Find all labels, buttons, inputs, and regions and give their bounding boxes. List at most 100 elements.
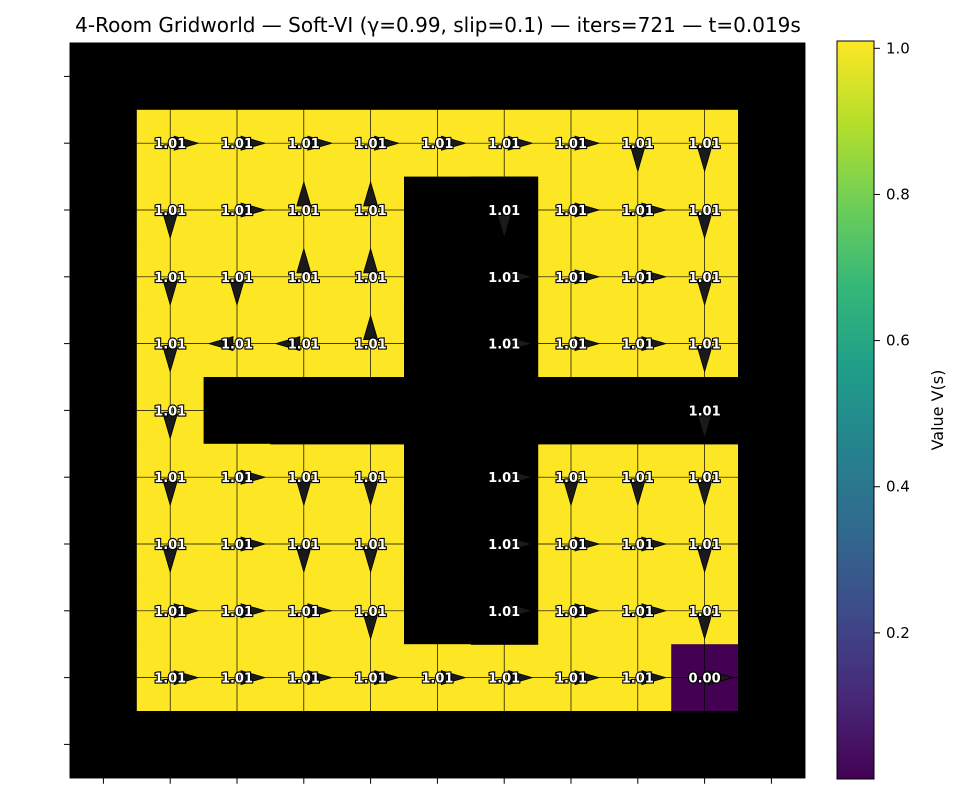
wall-cell [738, 176, 806, 244]
value-label: 1.01 [421, 137, 453, 152]
value-label: 1.01 [355, 204, 387, 219]
wall-cell [337, 43, 405, 111]
policy-arrow-R [574, 135, 601, 151]
value-label: 1.01 [154, 137, 186, 152]
value-label: 1.01 [689, 471, 721, 486]
colorbar-tick-label: 0.4 [886, 478, 910, 496]
policy-arrow-D [363, 614, 379, 641]
wall-cell [404, 377, 472, 445]
wall-cell [70, 510, 138, 578]
policy-arrow-D [229, 280, 245, 307]
value-label: 1.01 [622, 672, 654, 687]
value-label: 1.01 [355, 471, 387, 486]
value-label: 1.01 [221, 605, 253, 620]
policy-arrow-R [641, 269, 668, 285]
policy-arrow-R [374, 135, 401, 151]
policy-arrow-R [574, 336, 601, 352]
colorbar-tick-label: 1.0 [886, 39, 910, 57]
value-label: 1.01 [288, 338, 320, 353]
colorbar-label: Value V(s) [928, 370, 947, 451]
wall-cell [70, 711, 138, 779]
value-label: 1.01 [355, 271, 387, 286]
policy-arrow-D [697, 480, 713, 507]
plot-area: 1.01 1.01 1.01 1.01 1.01 1.01 1.01 1.01 1.01 1.01… [64, 42, 806, 784]
wall-cell [604, 711, 672, 779]
policy-arrow-R [240, 670, 267, 686]
value-label: 1.01 [622, 471, 654, 486]
value-label: 1.01 [622, 538, 654, 553]
policy-arrow-U [363, 180, 379, 207]
policy-arrow-R [507, 469, 534, 485]
value-label: 1.01 [622, 338, 654, 353]
wall-cell [70, 243, 138, 311]
wall-cell [70, 577, 138, 645]
wall-cell [671, 43, 739, 111]
policy-arrow-R [240, 603, 267, 619]
value-label: 1.01 [689, 204, 721, 219]
policy-arrow-D [296, 480, 312, 507]
wall-cell [604, 377, 672, 445]
policy-arrow-D [162, 413, 178, 440]
value-label: 1.01 [154, 605, 186, 620]
policy-arrow-U [363, 314, 379, 341]
value-label: 1.01 [622, 271, 654, 286]
value-label: 1.01 [689, 338, 721, 353]
policy-arrow-R [574, 536, 601, 552]
value-label: 1.01 [355, 338, 387, 353]
value-label: 1.01 [154, 538, 186, 553]
value-label: 1.01 [288, 471, 320, 486]
policy-arrow-D [496, 213, 512, 240]
wall-cell [537, 43, 605, 111]
value-label: 1.01 [221, 672, 253, 687]
policy-arrow-R [307, 135, 334, 151]
policy-arrow-U [296, 247, 312, 274]
value-label: 1.01 [488, 271, 520, 286]
colorbar-tick-label: 0.2 [886, 624, 910, 642]
policy-arrow-R [173, 670, 200, 686]
value-label: 1.01 [689, 404, 721, 419]
value-label: 1.01 [154, 204, 186, 219]
colorbar-tick-label: 0.6 [886, 332, 910, 350]
policy-arrow-D [697, 213, 713, 240]
wall-cell [270, 377, 338, 445]
wall-cell [404, 43, 472, 111]
value-label: 1.01 [689, 271, 721, 286]
policy-arrow-R [641, 536, 668, 552]
policy-arrow-L [274, 336, 301, 352]
wall-cell [203, 711, 271, 779]
value-label: 1.01 [689, 137, 721, 152]
value-label: 1.01 [622, 137, 654, 152]
wall-cell [671, 711, 739, 779]
value-label: 1.01 [421, 672, 453, 687]
value-label: 1.01 [154, 338, 186, 353]
wall-cell [470, 711, 539, 779]
value-label: 1.01 [355, 672, 387, 687]
value-label: 1.01 [288, 605, 320, 620]
value-label: 1.01 [221, 137, 253, 152]
policy-arrow-R [507, 336, 534, 352]
policy-arrow-R [307, 603, 334, 619]
wall-cell [70, 443, 138, 512]
wall-cell [470, 43, 539, 111]
wall-cell [470, 377, 539, 445]
policy-arrow-D [697, 280, 713, 307]
wall-cell [70, 310, 138, 378]
policy-arrow-R [507, 603, 534, 619]
policy-arrow-R [574, 670, 601, 686]
policy-arrow-U [363, 247, 379, 274]
wall-cell [337, 377, 405, 445]
policy-arrow-D [363, 480, 379, 507]
policy-arrow-D [697, 146, 713, 173]
value-label: 1.01 [555, 538, 587, 553]
value-label: 1.01 [154, 672, 186, 687]
policy-arrow-R [574, 603, 601, 619]
value-label: 1.01 [154, 471, 186, 486]
policy-arrow-D [296, 547, 312, 574]
colorbar-tick-label: 0.8 [886, 185, 910, 203]
wall-cell [203, 43, 271, 111]
value-label: 1.01 [689, 605, 721, 620]
value-label: 1.01 [154, 404, 186, 419]
value-label: 1.01 [288, 538, 320, 553]
policy-arrow-L [207, 336, 234, 352]
value-label: 1.01 [555, 137, 587, 152]
